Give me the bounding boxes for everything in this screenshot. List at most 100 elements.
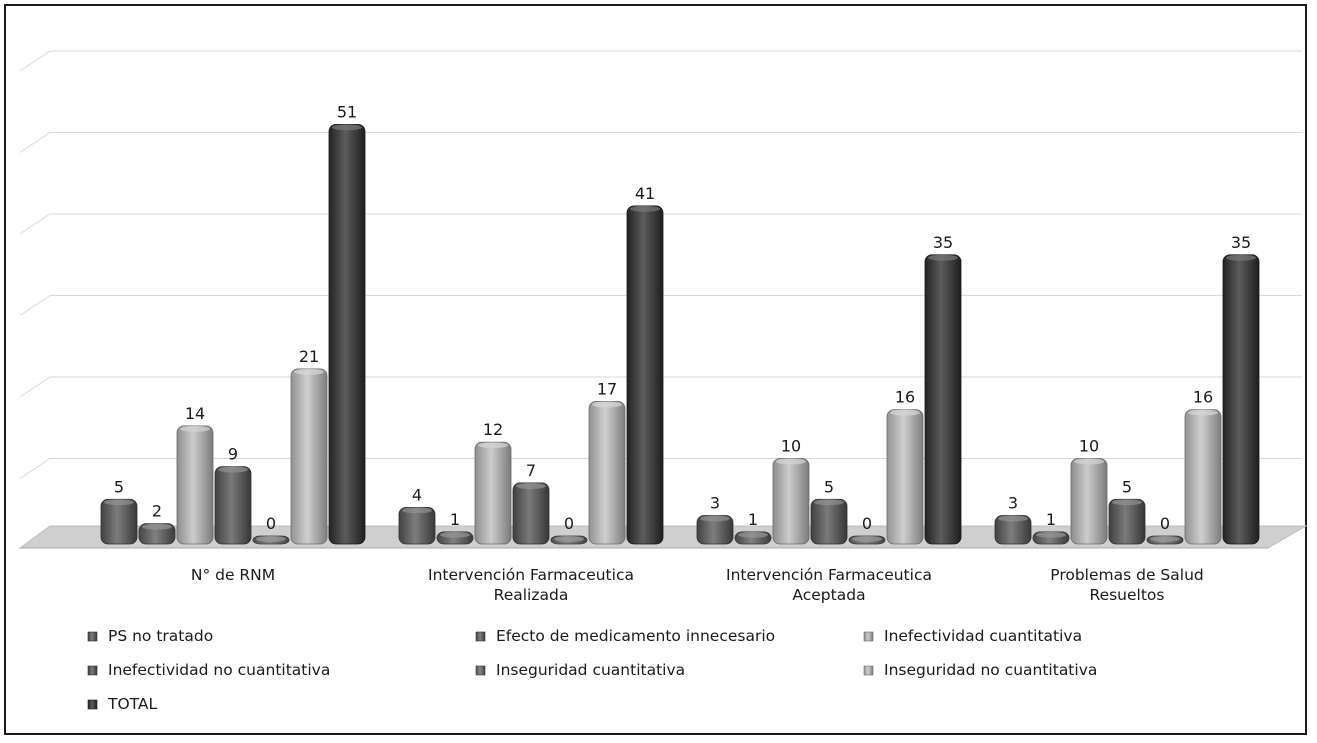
bar-cap: [1112, 499, 1142, 506]
bar-cap: [592, 401, 622, 408]
bar-chart: 5214902151411270174131105016353110501635…: [18, 50, 1308, 713]
data-label: 3: [710, 494, 720, 513]
legend-item: Efecto de medicamento innecesario: [475, 627, 775, 645]
data-label: 35: [1231, 233, 1251, 252]
data-label: 1: [748, 510, 758, 529]
data-label: 35: [933, 233, 953, 252]
data-label: 9: [228, 445, 238, 464]
legend: PS no tratado Efecto de medicamento innec…: [87, 627, 1097, 713]
bar: [474, 441, 512, 545]
bar-cap: [180, 425, 210, 432]
bar-cap: [218, 466, 248, 473]
bar-cap: [104, 499, 134, 506]
gridline: [19, 213, 1302, 235]
data-label: 16: [895, 388, 915, 407]
data-label: 1: [450, 510, 460, 529]
data-label: 0: [564, 514, 574, 533]
bar-cap: [776, 458, 806, 465]
bar: [772, 458, 810, 545]
legend-label: TOTAL: [107, 695, 158, 713]
legend-swatch: [863, 665, 874, 676]
bar-cap: [852, 536, 882, 542]
data-label: 51: [337, 102, 357, 121]
bar-cap: [256, 536, 286, 542]
data-label: 4: [412, 485, 422, 504]
bar: [810, 498, 848, 545]
bar: [512, 482, 550, 545]
bar: [214, 466, 252, 545]
bar: [290, 368, 328, 545]
data-label: 5: [824, 477, 834, 496]
bar: [1070, 458, 1108, 545]
legend-swatch: [87, 631, 98, 642]
gridlines: [19, 50, 1302, 479]
legend-label: PS no tratado: [108, 627, 213, 645]
bars: [100, 123, 1260, 545]
bar-cap: [998, 515, 1028, 522]
data-label: 10: [781, 437, 801, 456]
legend-item: Inefectividad no cuantitativa: [87, 661, 330, 679]
legend-item: Inefectividad cuantitativa: [863, 627, 1082, 645]
bar-cap: [332, 124, 362, 131]
legend-item: Inseguridad cuantitativa: [475, 661, 685, 679]
data-label: 21: [299, 347, 319, 366]
bar-cap: [1036, 531, 1066, 538]
category-label: Problemas de Salud Resueltos: [1050, 566, 1203, 604]
gridline: [19, 458, 1302, 479]
bar: [924, 254, 962, 545]
data-label: 14: [185, 404, 205, 423]
data-label: 5: [1122, 477, 1132, 496]
data-label: 0: [1160, 514, 1170, 533]
category-labels: N° de RNM Intervención Farmaceutica Realiz…: [191, 566, 1204, 604]
legend-label: Inseguridad cuantitativa: [496, 661, 685, 679]
bar: [626, 205, 664, 545]
data-label: 17: [597, 379, 617, 398]
bar-cap: [630, 205, 660, 212]
bar: [588, 401, 626, 545]
bar-cap: [890, 409, 920, 416]
bar-cap: [478, 442, 508, 449]
bar-cap: [516, 482, 546, 489]
data-label: 2: [152, 502, 162, 521]
legend-item: TOTAL: [87, 695, 158, 713]
category-label: Intervención Farmaceutica Realizada: [428, 566, 634, 604]
bar: [1184, 409, 1222, 545]
bar-cap: [1226, 254, 1256, 261]
bar-cap: [738, 531, 768, 538]
legend-label: Inefectividad no cuantitativa: [108, 661, 330, 679]
data-label: 7: [526, 461, 536, 480]
bar-cap: [554, 536, 584, 542]
bar-cap: [814, 499, 844, 506]
bar-cap: [1074, 458, 1104, 465]
legend-swatch: [475, 631, 486, 642]
chart-frame: 5 2 14 9 0 21 51 4 1 12 7 0 17 41 3 1 10 5 0 16 35 3 1 10 5 0 16 35…: [4, 4, 1308, 735]
data-label: 0: [862, 514, 872, 533]
bar: [176, 425, 214, 545]
category-label: N° de RNM: [191, 566, 275, 584]
bar-cap: [700, 515, 730, 522]
gridline: [19, 50, 1302, 72]
data-label: 10: [1079, 437, 1099, 456]
legend-item: PS no tratado: [87, 627, 213, 645]
legend-swatch: [863, 631, 874, 642]
legend-item: Inseguridad no cuantitativa: [863, 661, 1097, 679]
gridline: [19, 376, 1302, 398]
bar-cap: [402, 507, 432, 514]
bar: [1222, 254, 1260, 545]
data-label: 1: [1046, 510, 1056, 529]
legend-label: Inefectividad cuantitativa: [884, 627, 1082, 645]
gridline: [19, 295, 1302, 316]
bar-cap: [440, 531, 470, 538]
bar: [328, 123, 366, 545]
data-label: 0: [266, 514, 276, 533]
legend-swatch: [475, 665, 486, 676]
data-label: 3: [1008, 494, 1018, 513]
bar: [1108, 498, 1146, 545]
data-label: 41: [635, 184, 655, 203]
bar: [886, 409, 924, 545]
legend-label: Efecto de medicamento innecesario: [496, 627, 775, 645]
legend-label: Inseguridad no cuantitativa: [884, 661, 1097, 679]
gridline: [19, 132, 1302, 153]
bar: [100, 498, 138, 545]
